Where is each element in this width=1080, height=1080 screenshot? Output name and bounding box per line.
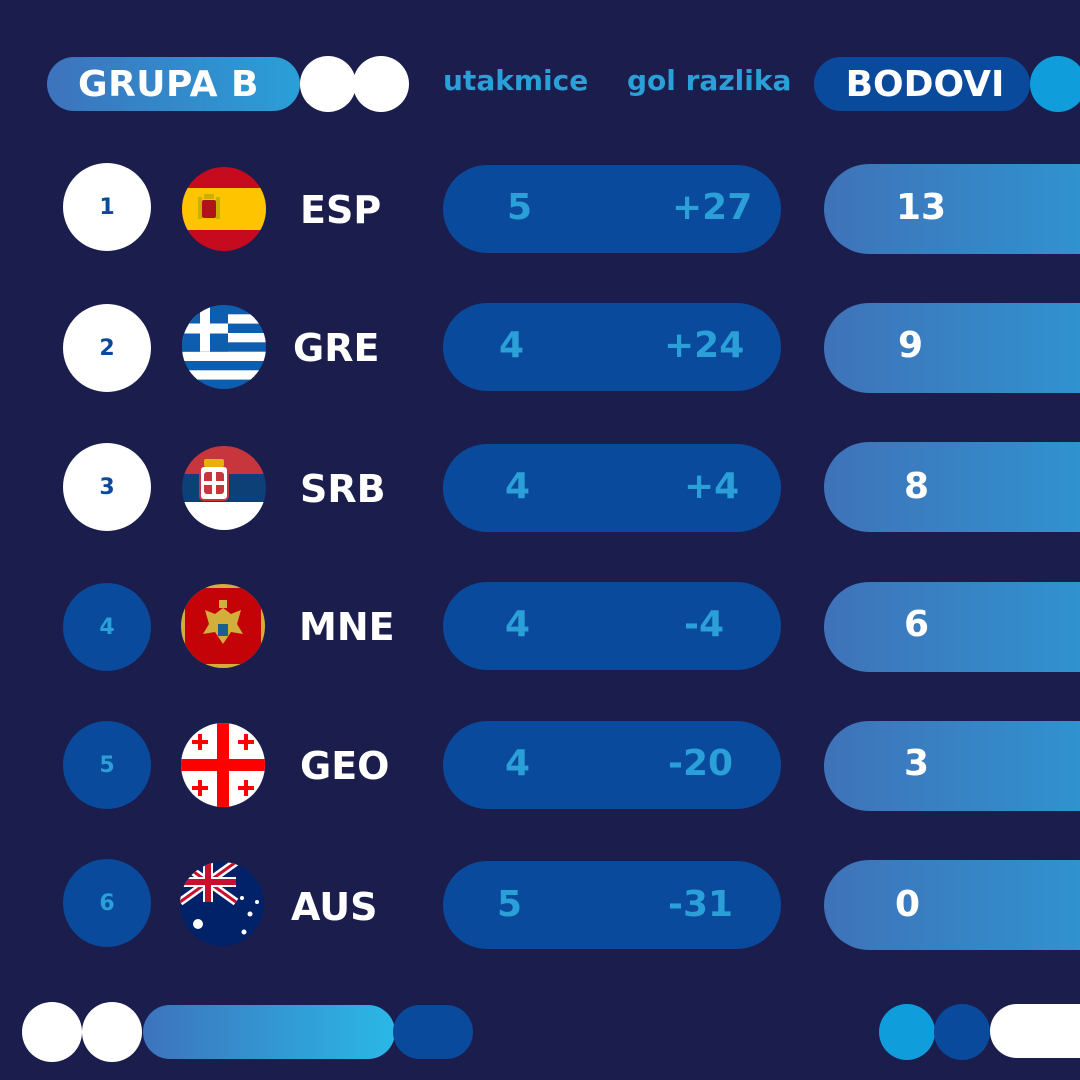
goal-difference: +4 [684,466,740,507]
goal-difference: +24 [664,325,745,366]
matches-played: 4 [499,325,525,366]
decorative-bar [143,1005,395,1059]
serbia-flag-icon [182,446,266,530]
matches-played: 4 [505,466,531,507]
decorative-bar [990,1004,1080,1058]
goal-difference: -31 [668,884,734,925]
matches-played: 4 [505,604,531,645]
points-pill [824,860,1080,950]
team-code: AUS [291,885,378,929]
points-value: 0 [895,884,921,925]
decorative-dot [934,1004,990,1060]
points-value: 9 [898,325,924,366]
team-code: GEO [300,744,390,788]
points-pill [824,582,1080,672]
rank-badge: 5 [63,721,151,809]
rank-badge: 1 [63,163,151,251]
decorative-dot [353,56,409,112]
matches-column-header: utakmice [443,64,589,97]
decorative-dot [300,56,356,112]
australia-flag-icon [180,862,264,946]
goal-diff-column-header: gol razlika [627,64,792,97]
stats-pill [443,721,781,809]
team-code: ESP [300,188,382,232]
greece-flag-icon [182,305,266,389]
group-title-pill: GRUPA B [47,57,300,111]
matches-played: 5 [497,884,523,925]
stats-pill [443,165,781,253]
stats-pill [443,582,781,670]
montenegro-flag-icon [181,584,265,668]
points-value: 13 [896,187,947,228]
points-value: 8 [904,466,930,507]
georgia-flag-icon [181,723,265,807]
goal-difference: -20 [668,743,734,784]
rank-badge: 6 [63,859,151,947]
matches-played: 5 [507,187,533,228]
points-value: 6 [904,604,930,645]
decorative-dot [22,1002,82,1062]
points-pill [824,164,1080,254]
rank-badge: 3 [63,443,151,531]
points-pill [824,721,1080,811]
stats-pill [443,861,781,949]
decorative-bar [393,1005,473,1059]
team-code: MNE [299,605,395,649]
group-title: GRUPA B [78,63,259,105]
points-value: 3 [904,743,930,784]
spain-flag-icon [182,167,266,251]
decorative-dot [1030,56,1080,112]
decorative-dot [879,1004,935,1060]
team-code: GRE [293,326,380,370]
rank-badge: 4 [63,583,151,671]
points-pill [824,442,1080,532]
matches-played: 4 [505,743,531,784]
points-column-header-pill: BODOVI [814,57,1030,111]
team-code: SRB [300,467,386,511]
decorative-dot [82,1002,142,1062]
points-column-header: BODOVI [845,63,1005,105]
points-pill [824,303,1080,393]
stats-pill [443,303,781,391]
stats-pill [443,444,781,532]
goal-difference: +27 [672,187,753,228]
goal-difference: -4 [684,604,724,645]
rank-badge: 2 [63,304,151,392]
